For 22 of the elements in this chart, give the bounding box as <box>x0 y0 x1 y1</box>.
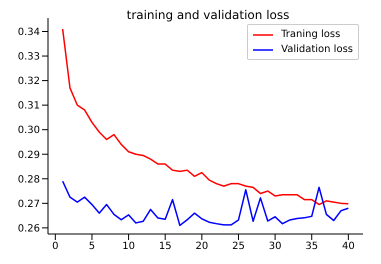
y-tick-label: 0.27 <box>18 198 40 210</box>
y-tick-label: 0.32 <box>18 76 40 88</box>
chart-title: training and validation loss <box>126 8 290 22</box>
legend-label: Traning loss <box>281 29 340 40</box>
y-tick-label: 0.26 <box>18 223 40 234</box>
x-tick-label: 15 <box>158 241 172 252</box>
y-tick-label: 0.29 <box>18 150 40 161</box>
y-tick-label: 0.28 <box>18 174 40 186</box>
y-tick-label: 0.30 <box>18 125 40 136</box>
y-tick-label: 0.31 <box>18 100 40 112</box>
x-tick-label: 25 <box>232 241 245 252</box>
x-tick-label: 40 <box>342 241 355 252</box>
y-tick-label: 0.34 <box>18 27 40 38</box>
legend-label: Validation loss <box>281 44 353 55</box>
x-tick-label: 10 <box>122 241 135 252</box>
x-tick-label: 5 <box>88 241 96 252</box>
x-tick-label: 35 <box>305 241 318 252</box>
x-tick-label: 30 <box>268 241 282 252</box>
line-series <box>62 180 350 226</box>
y-tick-label: 0.33 <box>18 52 40 63</box>
x-tick-label: 0 <box>52 241 59 252</box>
x-tick-label: 20 <box>195 241 208 252</box>
